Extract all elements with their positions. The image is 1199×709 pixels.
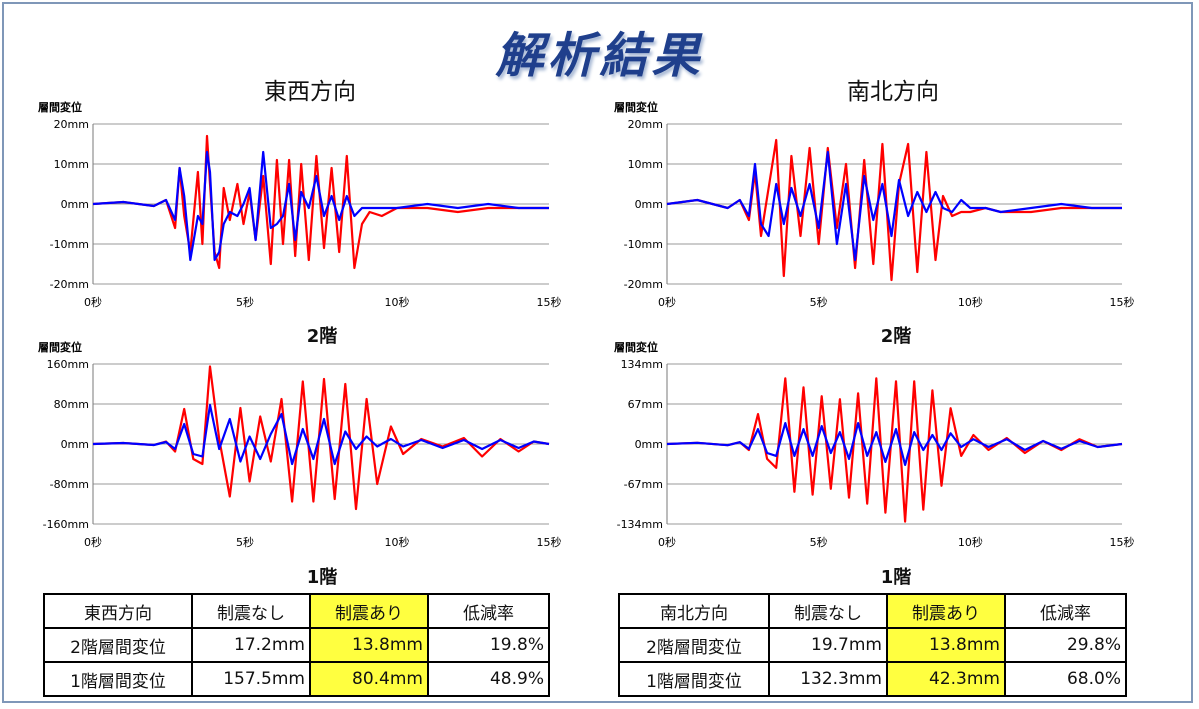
y-tick-label: -160mm (43, 518, 89, 531)
y-tick-label: -10mm (50, 238, 89, 251)
table-cell: 157.5mm (191, 661, 311, 697)
y-tick-label: -67mm (624, 478, 663, 491)
series-line-with-damper (92, 150, 549, 262)
table-row: 2階層間変位 17.2mm 13.8mm 19.8% (43, 627, 550, 663)
y-tick-label: -20mm (624, 278, 663, 291)
table-cell: 2階層間変位 (43, 627, 193, 663)
y-tick-label: 20mm (54, 118, 89, 131)
y-tick-label: 10mm (628, 158, 663, 171)
x-tick-label: 15秒 (537, 295, 562, 309)
table-cell: 13.8mm (309, 627, 429, 663)
table-header-row: 南北方向 制震なし 制震あり 低減率 (618, 593, 1127, 629)
table-cell: 68.0% (1004, 661, 1127, 697)
summary-table-north-south: 南北方向 制震なし 制震あり 低減率 2階層間変位 19.7mm 13.8mm … (618, 593, 1127, 697)
table-cell: 132.3mm (768, 661, 888, 697)
y-tick-label: 0mm (61, 438, 89, 451)
table-header-cell: 低減率 (1004, 593, 1127, 629)
table-header-cell: 制震あり (309, 593, 429, 629)
y-tick-label: 20mm (628, 118, 663, 131)
x-tick-label: 10秒 (958, 535, 983, 549)
y-tick-label: -80mm (50, 478, 89, 491)
y-axis-label: 層間変位 (38, 100, 82, 114)
table-cell: 19.8% (427, 627, 550, 663)
x-tick-label: 5秒 (236, 295, 254, 309)
series-line-no-damper (92, 365, 550, 511)
table-header-cell: 制震なし (768, 593, 888, 629)
chart-east-west-2f: 20mm 10mm 0mm -10mm -20mm 0秒 5秒 10秒 15秒 層間変位 (38, 100, 562, 309)
y-tick-label: 0mm (635, 438, 663, 451)
table-header-cell: 東西方向 (43, 593, 193, 629)
table-cell: 13.8mm (886, 627, 1006, 663)
x-tick-label: 5秒 (810, 535, 828, 549)
x-tick-label: 15秒 (1110, 295, 1135, 309)
y-tick-label: 67mm (628, 398, 663, 411)
y-tick-label: 80mm (54, 398, 89, 411)
y-axis-label: 層間変位 (614, 340, 658, 354)
table-cell: 1階層間変位 (43, 661, 193, 697)
x-tick-label: 10秒 (385, 295, 410, 309)
x-tick-label: 15秒 (537, 535, 562, 549)
x-tick-label: 0秒 (84, 295, 102, 309)
y-tick-label: -134mm (617, 518, 663, 531)
y-tick-label: 0mm (61, 198, 89, 211)
x-tick-label: 5秒 (236, 535, 254, 549)
y-tick-label: -10mm (624, 238, 663, 251)
table-row: 2階層間変位 19.7mm 13.8mm 29.8% (618, 627, 1127, 663)
series-line-no-damper (666, 377, 1123, 523)
summary-table-east-west: 東西方向 制震なし 制震あり 低減率 2階層間変位 17.2mm 13.8mm … (43, 593, 550, 697)
series-line-no-damper (666, 138, 1122, 282)
chart-north-south-1f: 134mm 67mm 0mm -67mm -134mm 0秒 5秒 10秒 15秒 層間変位 (614, 340, 1135, 549)
table-header-cell: 制震なし (191, 593, 311, 629)
table-cell: 80.4mm (309, 661, 429, 697)
y-tick-label: -20mm (50, 278, 89, 291)
x-tick-label: 0秒 (658, 295, 676, 309)
table-cell: 48.9% (427, 661, 550, 697)
table-row: 1階層間変位 157.5mm 80.4mm 48.9% (43, 661, 550, 697)
y-tick-label: 10mm (54, 158, 89, 171)
table-header-cell: 制震あり (886, 593, 1006, 629)
floor-label-ew-2f: 2階 (306, 326, 338, 347)
chart-north-south-2f: 20mm 10mm 0mm -10mm -20mm 0秒 5秒 10秒 15秒 層間変位 (614, 100, 1135, 309)
y-tick-label: 160mm (47, 358, 89, 371)
floor-label-ew-1f: 1階 (306, 567, 338, 588)
floor-label-ns-2f: 2階 (880, 326, 912, 347)
table-cell: 1階層間変位 (618, 661, 770, 697)
x-tick-label: 0秒 (658, 535, 676, 549)
y-tick-label: 134mm (621, 358, 663, 371)
table-header-cell: 南北方向 (618, 593, 770, 629)
series-line-with-damper (666, 150, 1122, 262)
y-tick-label: 0mm (635, 198, 663, 211)
series-line-with-damper (666, 422, 1123, 466)
table-header-row: 東西方向 制震なし 制震あり 低減率 (43, 593, 550, 629)
page-title: 解析結果 (495, 28, 704, 84)
x-tick-label: 10秒 (385, 535, 410, 549)
y-axis-label: 層間変位 (38, 340, 82, 354)
table-cell: 19.7mm (768, 627, 888, 663)
x-tick-label: 10秒 (958, 295, 983, 309)
direction-title-north-south: 南北方向 (847, 79, 939, 105)
table-cell: 2階層間変位 (618, 627, 770, 663)
y-axis-label: 層間変位 (614, 100, 658, 114)
table-cell: 29.8% (1004, 627, 1127, 663)
table-header-cell: 低減率 (427, 593, 550, 629)
series-line-with-damper (92, 403, 550, 466)
table-cell: 17.2mm (191, 627, 311, 663)
direction-title-east-west: 東西方向 (264, 79, 356, 105)
x-tick-label: 5秒 (810, 295, 828, 309)
chart-east-west-1f: 160mm 80mm 0mm -80mm -160mm 0秒 5秒 10秒 15秒 層間変位 (38, 340, 562, 549)
table-row: 1階層間変位 132.3mm 42.3mm 68.0% (618, 661, 1127, 697)
x-tick-label: 15秒 (1110, 535, 1135, 549)
x-tick-label: 0秒 (84, 535, 102, 549)
table-cell: 42.3mm (886, 661, 1006, 697)
floor-label-ns-1f: 1階 (880, 567, 912, 588)
